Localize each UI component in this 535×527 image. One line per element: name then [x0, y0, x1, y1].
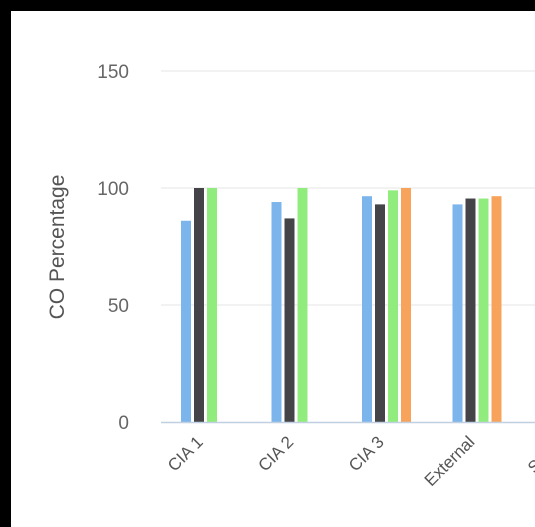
bar[interactable] [284, 218, 295, 422]
bar[interactable] [362, 196, 372, 422]
x-category-labels: CIA 1 CIA 2 CIA 3 External Sep 2 [164, 432, 535, 490]
x-category-label: Sep 2 [524, 432, 535, 477]
bar[interactable] [271, 202, 282, 422]
bars [181, 188, 502, 422]
bar-chart: 0 50 100 150 CIA 1 CIA 2 CIA 3 External Sep 2 C… [46, 62, 535, 490]
y-tick-label: 100 [97, 179, 129, 200]
x-category-label: CIA 3 [345, 432, 388, 475]
bar[interactable] [297, 188, 308, 422]
bar[interactable] [465, 198, 476, 422]
chart-frame: 0 50 100 150 CIA 1 CIA 2 CIA 3 External Sep 2 C… [11, 11, 535, 527]
x-category-label: CIA 2 [254, 432, 297, 475]
bar[interactable] [401, 188, 411, 422]
x-category-label: External [421, 432, 479, 490]
bar[interactable] [207, 188, 217, 422]
y-tick-label: 0 [118, 413, 129, 434]
y-tick-labels: 0 50 100 150 [97, 62, 129, 434]
y-axis-title: CO Percentage [46, 175, 69, 320]
bar[interactable] [194, 188, 204, 422]
bar[interactable] [452, 204, 463, 422]
bar[interactable] [491, 196, 502, 422]
bar[interactable] [181, 220, 191, 422]
bar[interactable] [375, 204, 385, 422]
x-category-label: CIA 1 [164, 432, 207, 475]
bar[interactable] [388, 190, 398, 422]
y-tick-label: 50 [108, 296, 129, 317]
y-tick-label: 150 [97, 62, 129, 83]
bar[interactable] [478, 198, 489, 422]
